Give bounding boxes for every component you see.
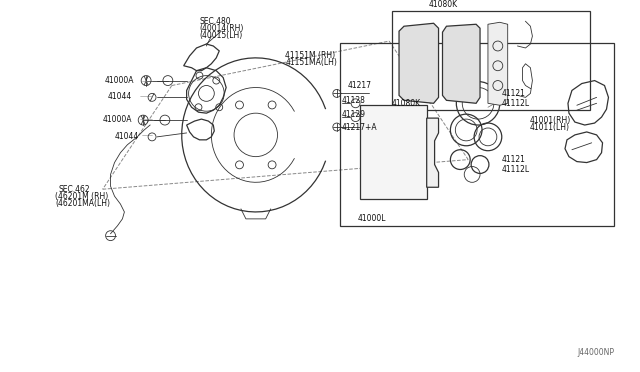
Text: 41129: 41129: [342, 110, 365, 119]
Text: J44000NP: J44000NP: [577, 348, 614, 357]
Text: SEC.462: SEC.462: [58, 185, 90, 194]
Text: 41112L: 41112L: [502, 99, 530, 108]
Text: 41217: 41217: [348, 81, 372, 90]
Text: 41044: 41044: [115, 132, 139, 141]
Bar: [340, 43, 614, 226]
Polygon shape: [442, 24, 480, 103]
Text: (46201M (RH): (46201M (RH): [55, 192, 109, 201]
Text: 41011(LH): 41011(LH): [529, 122, 570, 131]
Bar: [392, 12, 589, 110]
Polygon shape: [399, 23, 438, 103]
Text: 41112L: 41112L: [502, 165, 530, 174]
Text: 41000L: 41000L: [358, 214, 386, 223]
Text: 41080K: 41080K: [429, 0, 458, 9]
Polygon shape: [427, 118, 438, 187]
Text: 41001(RH): 41001(RH): [529, 116, 571, 125]
Text: 41080K: 41080K: [392, 99, 421, 108]
Text: 41128: 41128: [342, 96, 365, 105]
Text: SEC.480: SEC.480: [200, 17, 231, 26]
Bar: [360, 105, 427, 199]
Text: 41151MA(LH): 41151MA(LH): [285, 58, 337, 67]
Text: 41217+A: 41217+A: [342, 122, 378, 131]
Text: 41121: 41121: [502, 89, 525, 98]
Text: 41000A: 41000A: [102, 115, 132, 124]
Polygon shape: [488, 22, 508, 105]
Text: 41044: 41044: [108, 92, 132, 101]
Text: 41151M (RH): 41151M (RH): [285, 51, 335, 60]
Text: (40015(LH): (40015(LH): [200, 31, 243, 40]
Text: (40014(RH): (40014(RH): [200, 24, 244, 33]
Text: 41121: 41121: [502, 155, 525, 164]
Text: 41000A: 41000A: [104, 76, 134, 85]
Text: (46201MA(LH): (46201MA(LH): [55, 199, 110, 208]
